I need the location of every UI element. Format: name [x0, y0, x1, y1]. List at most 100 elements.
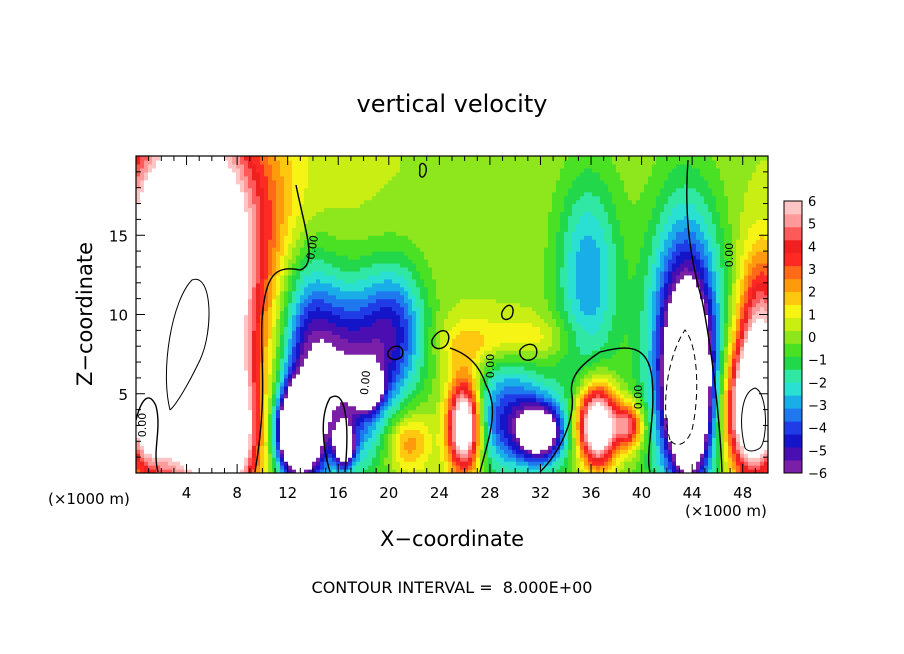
heatmap-cell — [308, 377, 313, 383]
heatmap-cell — [180, 231, 185, 236]
heatmap-cell — [232, 421, 237, 427]
heatmap-cell — [252, 251, 257, 256]
heatmap-cell — [352, 373, 357, 379]
heatmap-cell — [352, 298, 357, 304]
heatmap-cell — [152, 251, 157, 256]
heatmap-cell — [204, 282, 209, 288]
heatmap-cell — [160, 409, 165, 415]
heatmap-cell — [308, 469, 313, 473]
heatmap-cell — [264, 413, 269, 419]
heatmap-cell — [292, 449, 297, 454]
heatmap-cell — [376, 373, 381, 379]
heatmap-cell — [332, 389, 337, 395]
heatmap-cell — [304, 453, 309, 458]
heatmap-cell — [160, 203, 165, 209]
heatmap-cell — [368, 326, 373, 331]
heatmap-cell — [228, 175, 233, 181]
heatmap-cell — [328, 156, 333, 161]
heatmap-cell — [252, 421, 257, 427]
heatmap-cell — [156, 286, 161, 292]
heatmap-cell — [308, 457, 313, 462]
heatmap-cell — [372, 302, 377, 308]
heatmap-cell — [368, 235, 373, 240]
heatmap-cell — [268, 290, 273, 296]
heatmap-cell — [144, 251, 149, 256]
heatmap-cell — [344, 247, 349, 252]
heatmap-cell — [208, 199, 213, 205]
heatmap-cell — [268, 350, 273, 355]
heatmap-cell — [252, 457, 257, 462]
heatmap-cell — [248, 338, 253, 343]
heatmap-cell — [200, 385, 205, 391]
heatmap-cell — [368, 306, 373, 312]
heatmap-cell — [184, 215, 189, 220]
heatmap-cell — [180, 330, 185, 335]
heatmap-cell — [200, 413, 205, 419]
heatmap-cell — [304, 377, 309, 383]
heatmap-cell — [364, 270, 369, 276]
heatmap-cell — [240, 385, 245, 391]
heatmap-cell — [188, 354, 193, 359]
heatmap-cell — [308, 449, 313, 454]
heatmap-cell — [308, 334, 313, 339]
heatmap-cell — [240, 179, 245, 185]
heatmap-cell — [244, 358, 249, 363]
heatmap-cell — [376, 310, 381, 316]
heatmap-cell — [264, 282, 269, 288]
heatmap-cell — [172, 259, 177, 264]
heatmap-cell — [300, 469, 305, 473]
heatmap-cell — [328, 362, 333, 367]
heatmap-cell — [156, 381, 161, 387]
heatmap-cell — [148, 251, 153, 256]
heatmap-cell — [172, 330, 177, 335]
heatmap-cell — [196, 449, 201, 454]
heatmap-cell — [312, 290, 317, 296]
heatmap-cell — [348, 334, 353, 339]
heatmap-cell — [256, 326, 261, 331]
heatmap-cell — [144, 156, 149, 161]
heatmap-cell — [264, 465, 269, 470]
heatmap-cell — [208, 239, 213, 244]
heatmap-cell — [240, 429, 245, 434]
heatmap-cell — [244, 163, 249, 169]
heatmap-cell — [316, 286, 321, 292]
heatmap-cell — [184, 453, 189, 458]
heatmap-cell — [208, 156, 213, 161]
heatmap-cell — [304, 373, 309, 379]
heatmap-cell — [324, 413, 329, 419]
heatmap-cell — [176, 322, 181, 327]
heatmap-cell — [264, 211, 269, 217]
heatmap-cell — [168, 203, 173, 209]
heatmap-cell — [200, 362, 205, 367]
heatmap-cell — [216, 274, 221, 280]
heatmap-cell — [152, 203, 157, 209]
heatmap-cell — [184, 373, 189, 379]
heatmap-cell — [176, 405, 181, 411]
heatmap-cell — [196, 429, 201, 434]
heatmap-cell — [352, 409, 357, 415]
heatmap-cell — [140, 314, 145, 320]
heatmap-cell — [368, 373, 373, 379]
heatmap-cell — [188, 373, 193, 379]
heatmap-cell — [140, 243, 145, 248]
heatmap-cell — [316, 199, 321, 205]
heatmap-cell — [256, 429, 261, 434]
heatmap-cell — [216, 294, 221, 300]
heatmap-cell — [204, 397, 209, 403]
heatmap-cell — [164, 310, 169, 316]
heatmap-cell — [284, 405, 289, 411]
heatmap-cell — [196, 445, 201, 450]
heatmap-cell — [320, 274, 325, 280]
heatmap-cell — [200, 342, 205, 347]
heatmap-cell — [296, 338, 301, 343]
heatmap-cell — [356, 346, 361, 351]
heatmap-cell — [148, 163, 153, 169]
heatmap-cell — [352, 401, 357, 407]
heatmap-cell — [240, 175, 245, 181]
heatmap-cell — [196, 251, 201, 256]
heatmap-cell — [304, 445, 309, 450]
heatmap-cell — [172, 441, 177, 446]
heatmap-cell — [320, 286, 325, 292]
heatmap-cell — [344, 183, 349, 189]
heatmap-cell — [160, 421, 165, 427]
